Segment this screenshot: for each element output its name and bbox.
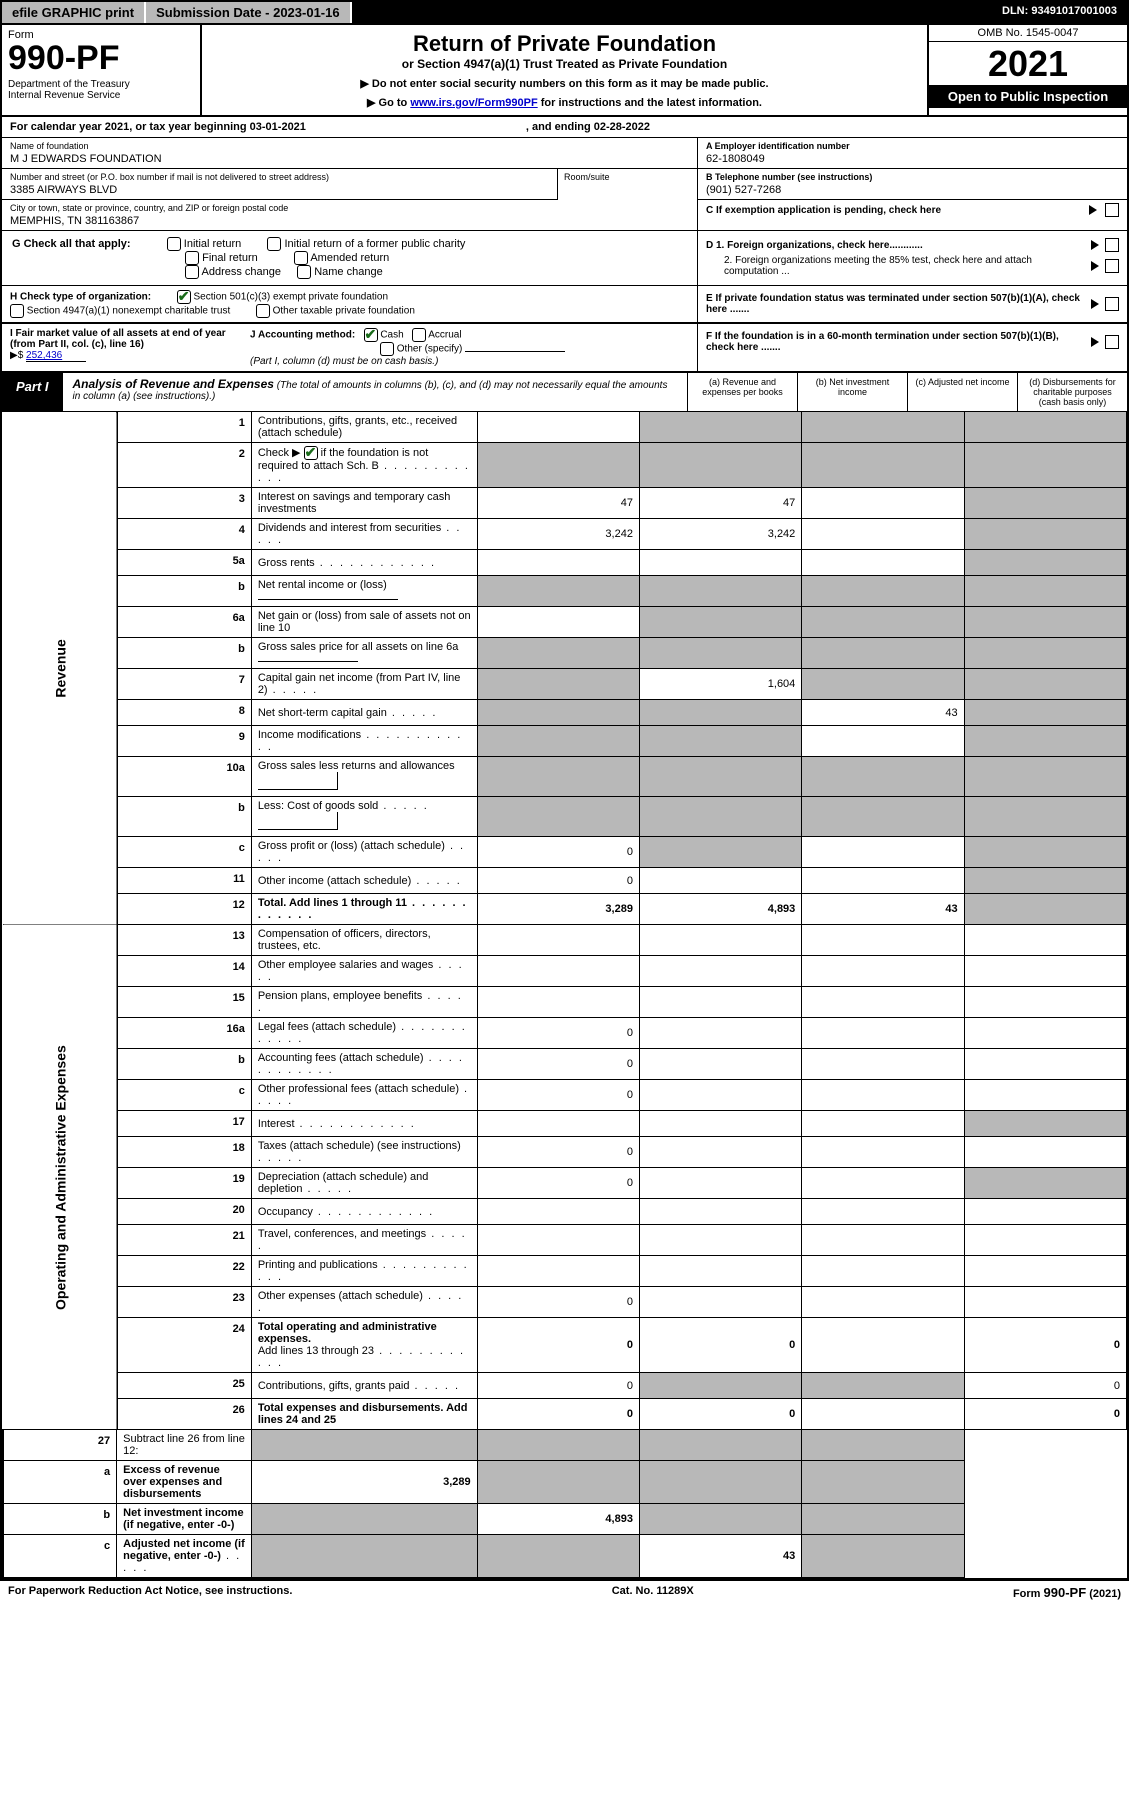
omb-number: OMB No. 1545-0047 (929, 25, 1127, 42)
initial-return-checkbox[interactable] (167, 237, 181, 251)
form-note-1: ▶ Do not enter social security numbers o… (212, 77, 917, 90)
revenue-side-label: Revenue (3, 412, 117, 925)
arrow-icon (1089, 205, 1097, 215)
section-h: H Check type of organization: Section 50… (2, 286, 697, 322)
form-title: Return of Private Foundation (212, 31, 917, 57)
col-c-header: (c) Adjusted net income (907, 373, 1017, 411)
fmv-amount: 252,436 (26, 350, 86, 362)
section-d: D 1. Foreign organizations, check here..… (697, 231, 1127, 285)
part-1-header: Part I Analysis of Revenue and Expenses … (2, 373, 1127, 412)
section-g: G Check all that apply: Initial return I… (2, 231, 697, 285)
ein-cell: A Employer identification number 62-1808… (698, 138, 1127, 169)
form-subtitle: or Section 4947(a)(1) Trust Treated as P… (212, 57, 917, 71)
e-checkbox[interactable] (1105, 297, 1119, 311)
exemption-pending-cell: C If exemption application is pending, c… (698, 200, 1127, 220)
calendar-year-row: For calendar year 2021, or tax year begi… (2, 117, 1127, 138)
f-checkbox[interactable] (1105, 335, 1119, 349)
part-1-table: Revenue 1Contributions, gifts, grants, e… (2, 412, 1127, 1578)
amended-return-checkbox[interactable] (294, 251, 308, 265)
address-cell: Number and street (or P.O. box number if… (2, 169, 557, 200)
col-d-header: (d) Disbursements for charitable purpose… (1017, 373, 1127, 411)
j-cash-checkbox[interactable] (364, 328, 378, 342)
final-return-checkbox[interactable] (185, 251, 199, 265)
h-501c3-checkbox[interactable] (177, 290, 191, 304)
form-link[interactable]: www.irs.gov/Form990PF (410, 97, 537, 109)
submission-date: Submission Date - 2023-01-16 (146, 2, 352, 23)
telephone-cell: B Telephone number (see instructions) (9… (698, 169, 1127, 200)
section-i-j: I Fair market value of all assets at end… (2, 324, 697, 371)
schb-checkbox[interactable] (304, 446, 318, 460)
department: Department of the Treasury Internal Reve… (8, 79, 194, 101)
form-number: 990-PF (8, 41, 194, 75)
dln-label: DLN: 93491017001003 (992, 2, 1127, 23)
name-change-checkbox[interactable] (297, 265, 311, 279)
form-header: Form 990-PF Department of the Treasury I… (2, 25, 1127, 117)
h-other-checkbox[interactable] (256, 304, 270, 318)
expenses-side-label: Operating and Administrative Expenses (3, 925, 117, 1430)
d1-checkbox[interactable] (1105, 238, 1119, 252)
section-f: F If the foundation is in a 60-month ter… (697, 324, 1127, 371)
top-bar: efile GRAPHIC print Submission Date - 20… (0, 0, 1129, 25)
col-a-header: (a) Revenue and expenses per books (687, 373, 797, 411)
efile-print-button[interactable]: efile GRAPHIC print (2, 2, 146, 23)
d2-checkbox[interactable] (1105, 259, 1119, 273)
address-change-checkbox[interactable] (185, 265, 199, 279)
open-inspection: Open to Public Inspection (929, 85, 1127, 108)
exemption-checkbox[interactable] (1105, 203, 1119, 217)
section-e: E If private foundation status was termi… (697, 286, 1127, 322)
page-footer: For Paperwork Reduction Act Notice, see … (0, 1580, 1129, 1604)
foundation-name-cell: Name of foundation M J EDWARDS FOUNDATIO… (2, 138, 697, 169)
tax-year: 2021 (929, 42, 1127, 85)
j-other-checkbox[interactable] (380, 342, 394, 356)
city-cell: City or town, state or province, country… (2, 200, 697, 230)
j-accrual-checkbox[interactable] (412, 328, 426, 342)
initial-former-checkbox[interactable] (267, 237, 281, 251)
room-suite-cell: Room/suite (557, 169, 697, 200)
h-4947-checkbox[interactable] (10, 304, 24, 318)
col-b-header: (b) Net investment income (797, 373, 907, 411)
form-note-2: ▶ Go to www.irs.gov/Form990PF for instru… (212, 96, 917, 109)
